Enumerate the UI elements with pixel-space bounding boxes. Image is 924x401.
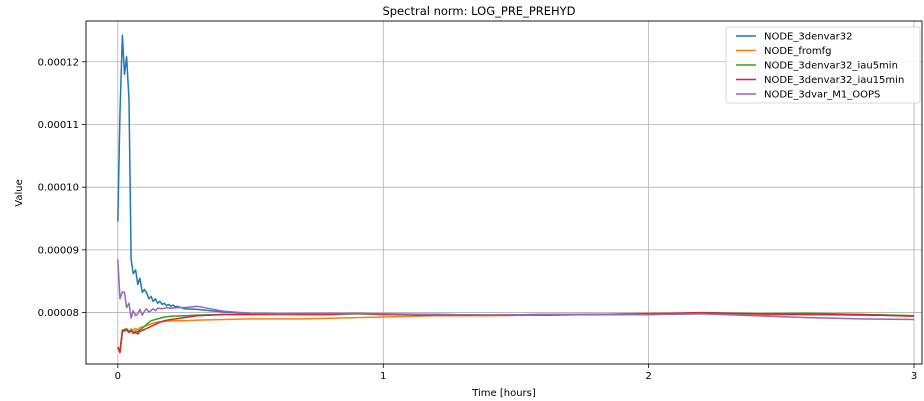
chart-title: Spectral norm: LOG_PRE_PREHYD: [382, 4, 575, 18]
legend-label: NODE_3denvar32_iau15min: [764, 75, 904, 86]
legend: NODE_3denvar32 NODE_fromfg NODE_3denvar32_…: [725, 26, 921, 104]
legend-label: NODE_3dvar_M1_OOPS: [764, 90, 880, 101]
y-axis-label: Value: [14, 179, 25, 206]
legend-label: NODE_fromfg: [764, 46, 832, 57]
plot-frame: [85, 20, 923, 365]
legend-label: NODE_3denvar32_iau5min: [764, 61, 898, 72]
x-tick-label: 3: [911, 371, 917, 382]
x-tick-label: 0: [115, 371, 121, 382]
x-axis-label: Time [hours]: [471, 388, 536, 399]
y-tick-label: 0.00012: [38, 57, 79, 68]
series-lines: [117, 34, 915, 354]
y-tick-label: 0.00009: [38, 245, 79, 256]
legend-box: [725, 26, 921, 104]
x-tick-label: 1: [380, 371, 386, 382]
y-tick-label: 0.00008: [38, 308, 79, 319]
x-tick-label: 2: [645, 371, 651, 382]
series-line-NODE_3dvar_M1_OOPS: [117, 259, 915, 321]
axis-ticks: 0 1 2 3 0.00008 0.00009 0.00010 0.00011 0.00012: [38, 57, 918, 382]
y-tick-label: 0.00010: [38, 183, 79, 194]
y-tick-label: 0.00011: [38, 120, 79, 131]
legend-label: NODE_3denvar32: [764, 32, 852, 43]
